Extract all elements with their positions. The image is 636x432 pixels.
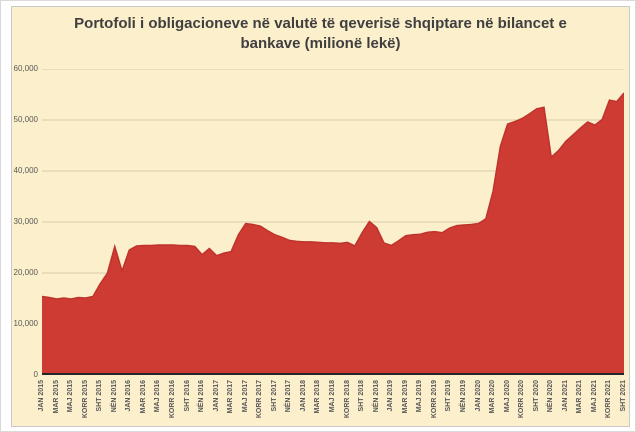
- x-axis-label: SHT 2017: [270, 380, 278, 412]
- x-axis-label: MAJ 2016: [154, 380, 162, 413]
- x-axis-label: KORR 2018: [343, 380, 351, 419]
- x-axis-label: MAR 2017: [227, 380, 235, 414]
- area-chart-svg: [42, 69, 624, 375]
- x-axis-label: NËN 2018: [372, 380, 380, 413]
- x-axis-label: JAN 2020: [474, 380, 482, 412]
- x-axis-label: JAN 2021: [561, 380, 569, 412]
- x-axis-label: JAN 2016: [125, 380, 133, 412]
- chart-frame: Portofoli i obligacioneve në valutë të q…: [11, 6, 630, 427]
- x-axis-label: JAN 2019: [387, 380, 395, 412]
- area-series: [42, 92, 624, 375]
- x-axis-label: MAR 2015: [52, 380, 60, 414]
- x-axis-label: JAN 2018: [299, 380, 307, 412]
- chart-title: Portofoli i obligacioneve në valutë të q…: [74, 15, 567, 53]
- x-axis-label: MAR 2021: [576, 380, 584, 414]
- x-axis-label: NËN 2017: [285, 380, 293, 413]
- x-axis-label: NËN 2015: [110, 380, 118, 413]
- x-axis-label: SHT 2018: [358, 380, 366, 412]
- x-axis-label: MAJ 2018: [329, 380, 336, 413]
- x-axis-label: JAN 2015: [38, 380, 45, 412]
- y-axis-label: 20,000: [13, 268, 38, 277]
- x-axis-label: KORR 2020: [518, 380, 526, 419]
- x-axis-label: MAJ 2021: [590, 380, 598, 413]
- y-axis-label: 30,000: [13, 217, 38, 226]
- x-axis-label: MAJ 2017: [241, 380, 249, 413]
- area-series-edge: [42, 92, 624, 300]
- x-axis-label: MAR 2018: [314, 380, 322, 414]
- x-axis-label: MAR 2019: [401, 380, 409, 414]
- x-axis-label: MAR 2020: [489, 380, 497, 414]
- x-axis-label: MAJ 2019: [416, 380, 424, 413]
- y-axis-label: 40,000: [13, 166, 38, 175]
- y-axis-label: 10,000: [13, 319, 38, 328]
- x-axis-label: SHT 2016: [183, 380, 191, 412]
- x-axis-label: JAN 2017: [212, 380, 220, 412]
- x-axis-label: KORR 2019: [430, 380, 438, 419]
- x-axis-label: KORR 2015: [81, 380, 89, 419]
- x-axis-label: NËN 2016: [198, 380, 206, 413]
- x-axis-label: KORR 2021: [605, 380, 613, 419]
- y-axis-label: 0: [33, 370, 38, 379]
- x-axis-label: SHT 2019: [445, 380, 453, 412]
- y-axis-label: 60,000: [13, 64, 38, 73]
- x-axis-label: NËN 2020: [547, 380, 555, 413]
- y-axis-label: 50,000: [13, 115, 38, 124]
- x-axis-label: SHT 2015: [96, 380, 104, 412]
- x-axis-label: SHT 2020: [532, 380, 540, 412]
- x-axis-label: MAJ 2015: [67, 380, 75, 413]
- x-axis-label: NËN 2019: [459, 380, 467, 413]
- x-axis-label: KORR 2017: [256, 380, 264, 419]
- x-axis-label: MAJ 2020: [503, 380, 511, 413]
- x-axis-label: SHT 2021: [620, 380, 627, 412]
- x-axis-label: MAR 2016: [139, 380, 147, 414]
- x-axis-label: KORR 2016: [168, 380, 176, 419]
- plot-area: [42, 69, 624, 375]
